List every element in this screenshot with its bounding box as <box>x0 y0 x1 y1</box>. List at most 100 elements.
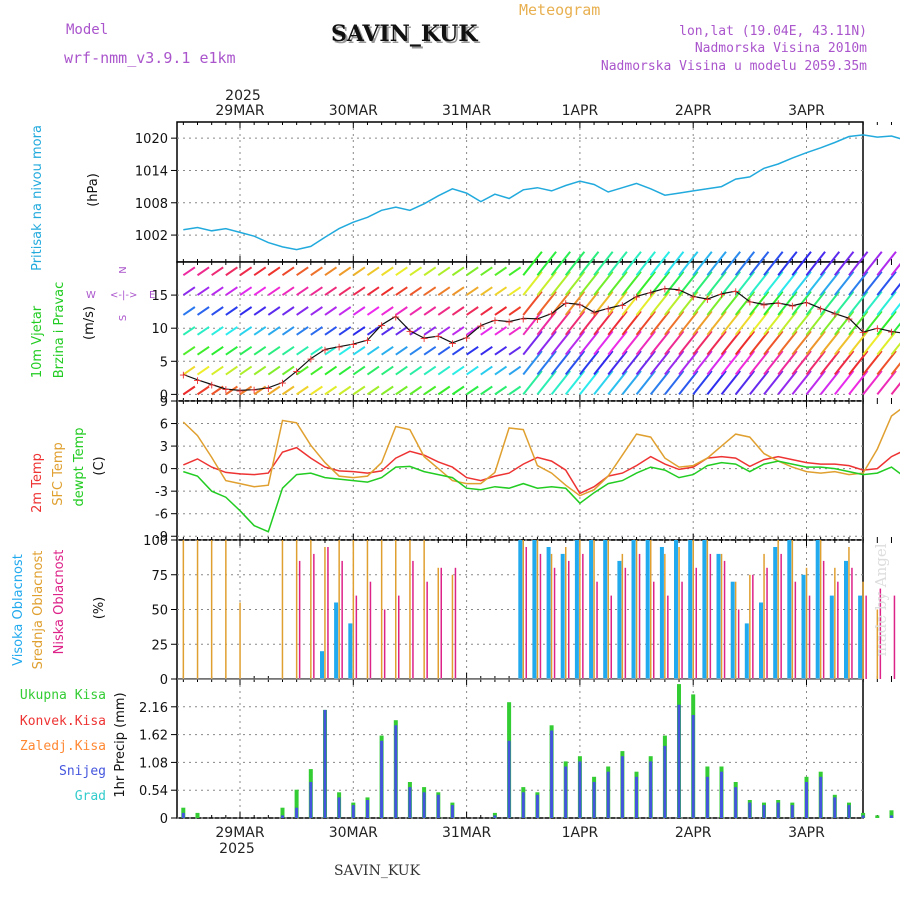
elevation-label: Nadmorska Visina 2010m <box>695 41 867 56</box>
mid-cloud-bar <box>763 553 765 679</box>
low-cloud-bar <box>737 609 740 679</box>
low-cloud-bar <box>837 581 839 679</box>
wind-direction-arrow <box>564 370 586 396</box>
wind-direction-arrow <box>480 385 493 396</box>
mid-cloud-bar <box>607 540 609 679</box>
wind-direction-arrow <box>338 385 352 396</box>
wind-direction-arrow <box>182 306 196 316</box>
wind-direction-arrow <box>494 365 508 376</box>
wind-gust-mark: + <box>434 330 443 343</box>
wind-direction-arrow <box>324 266 338 277</box>
wind-direction-arrow <box>338 286 352 296</box>
wind-direction-arrow <box>635 330 656 356</box>
wind-direction-arrow <box>791 270 812 296</box>
meteogram-title: Meteogram <box>519 1 600 19</box>
mid-cloud-bar <box>210 540 213 679</box>
wind-gust-mark: + <box>745 296 754 309</box>
wind-direction-arrow <box>437 306 451 316</box>
wind-direction-arrow <box>381 326 394 336</box>
low-cloud-bar <box>851 567 853 679</box>
high-cloud-bar <box>546 547 551 679</box>
wind-direction-arrow <box>550 251 571 276</box>
mid-cloud-bar <box>777 540 779 679</box>
wind-direction-arrow <box>281 326 295 336</box>
wind-direction-arrow <box>876 290 897 316</box>
snow-precip-bar <box>635 776 638 818</box>
wind-gust-mark: + <box>363 334 372 347</box>
wind-direction-arrow <box>734 310 756 336</box>
wind-direction-arrow <box>451 365 465 376</box>
mid-cloud-bar <box>593 540 595 679</box>
snow-precip-bar <box>295 807 299 818</box>
temp-axis-unit: (C) <box>92 456 107 475</box>
low-cloud-bar <box>624 567 627 679</box>
wind-direction-arrow <box>536 350 557 376</box>
wind-direction-arrow <box>607 251 628 276</box>
wind-direction-arrow <box>536 290 557 316</box>
wind-direction-arrow <box>225 385 238 396</box>
wind-direction-arrow <box>664 251 685 276</box>
wind-direction-arrow <box>593 270 614 296</box>
wind-direction-arrow <box>649 330 671 356</box>
wind-direction-arrow <box>734 251 756 276</box>
wind-direction-arrow <box>749 251 770 276</box>
low-cloud-bar <box>341 560 343 679</box>
snow-precip-bar <box>564 766 568 818</box>
low-cloud-bar <box>539 553 542 679</box>
wind-direction-arrow <box>338 266 352 277</box>
total-precip-bar <box>875 815 880 818</box>
wind-direction-arrow <box>678 350 699 376</box>
y-tick-label: 1.62 <box>139 729 168 744</box>
wind-direction-arrow <box>579 370 600 396</box>
mid-cloud-bar <box>437 567 439 679</box>
high-cloud-bar <box>759 602 763 679</box>
mid-cloud-bar <box>380 540 383 679</box>
low-cloud-bar <box>794 581 797 679</box>
wind-direction-arrow <box>196 326 210 336</box>
wind-direction-arrow <box>635 251 656 276</box>
wind-direction-arrow <box>409 266 423 277</box>
wind-gust-mark: + <box>632 290 641 303</box>
day-label-top: 29MAR <box>215 103 264 119</box>
wind-direction-arrow <box>381 365 394 376</box>
wind-direction-arrow <box>253 266 267 277</box>
mid-cloud-axis-title: Srednja Oblacnost <box>31 551 46 670</box>
wind-gust-mark: + <box>674 284 683 297</box>
wind-direction-arrow <box>763 310 784 336</box>
wind-direction-arrow <box>692 290 713 316</box>
high-cloud-bar <box>631 540 636 679</box>
y-tick-label: 75 <box>151 569 168 584</box>
y-tick-label: 2.16 <box>139 701 168 716</box>
wind-direction-arrow <box>296 385 309 396</box>
wind-direction-arrow <box>480 306 493 316</box>
wind-gust-mark: + <box>717 288 726 301</box>
wind-direction-arrow <box>338 306 352 316</box>
snow-precip-bar <box>493 815 497 818</box>
wind-direction-arrow <box>805 330 826 356</box>
wind-direction-arrow <box>437 326 451 336</box>
snow-precip-bar <box>366 800 369 818</box>
wind-direction-arrow <box>692 350 713 376</box>
wind-direction-arrow <box>324 326 338 336</box>
wind-direction-arrow <box>763 270 784 296</box>
wind-direction-arrow <box>805 251 826 276</box>
day-label-bottom: 3APR <box>788 825 825 841</box>
wind-direction-arrow <box>649 251 671 276</box>
wind-direction-arrow <box>777 310 798 336</box>
y-tick-label: 1020 <box>135 132 168 147</box>
lonlat-label: lon,lat (19.04E, 43.11N) <box>679 24 867 39</box>
wind-direction-arrow <box>423 385 437 396</box>
wind-direction-arrow <box>182 266 196 277</box>
wind-gust-mark: + <box>816 302 825 315</box>
high-cloud-bar <box>574 540 579 679</box>
y-tick-label: 5 <box>160 355 168 370</box>
total-precip-bar <box>181 807 186 818</box>
wind-direction-arrow <box>834 310 855 336</box>
wind-direction-arrow <box>593 330 614 356</box>
wind-direction-arrow <box>635 290 656 316</box>
year-label-top: 2025 <box>225 88 261 104</box>
wind-direction-arrow <box>706 310 727 336</box>
wind-direction-arrow <box>890 342 900 356</box>
wind-direction-arrow <box>239 365 253 376</box>
high-cloud-bar <box>334 602 339 679</box>
